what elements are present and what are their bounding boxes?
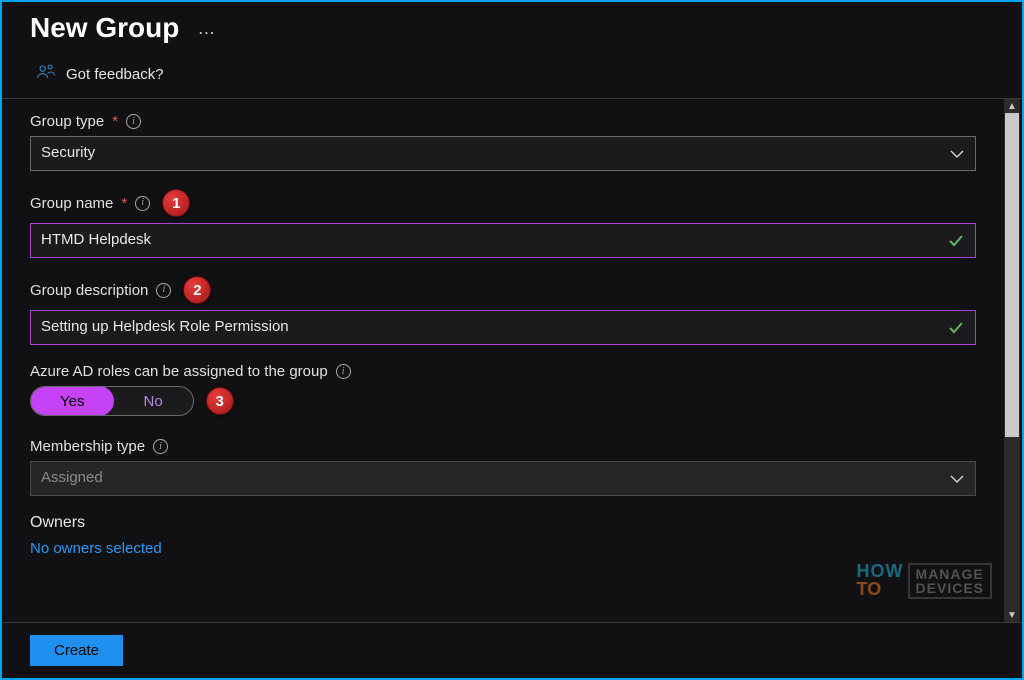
field-label: Group name * i 1	[30, 189, 976, 217]
annotation-badge-2: 2	[183, 276, 211, 304]
checkmark-icon	[947, 232, 965, 250]
feedback-link[interactable]: Got feedback?	[2, 50, 1022, 99]
feedback-label: Got feedback?	[66, 66, 164, 83]
checkmark-icon	[947, 319, 965, 337]
create-button[interactable]: Create	[30, 635, 123, 666]
field-label: Group description i 2	[30, 276, 976, 304]
annotation-badge-1: 1	[162, 189, 190, 217]
field-aad-roles: Azure AD roles can be assigned to the gr…	[30, 363, 976, 416]
annotation-badge-3: 3	[206, 387, 234, 415]
field-membership-type: Membership type i Assigned	[30, 438, 976, 496]
info-icon[interactable]: i	[336, 364, 351, 379]
info-icon[interactable]: i	[156, 283, 171, 298]
blade-header: New Group …	[2, 2, 1022, 50]
page-title: New Group	[30, 12, 179, 44]
form-scroll-area: Group type * i Security Group name * i	[2, 99, 1022, 622]
feedback-icon	[36, 62, 56, 86]
blade-footer: Create	[2, 622, 1022, 678]
toggle-option-no[interactable]: No	[113, 387, 192, 415]
input-value: HTMD Helpdesk	[41, 231, 151, 248]
group-type-dropdown[interactable]: Security	[30, 136, 976, 171]
field-label: Membership type i	[30, 438, 976, 455]
info-icon[interactable]: i	[135, 196, 150, 211]
new-group-blade: New Group … Got feedback? Group type * i…	[2, 2, 1022, 678]
field-label: Group type * i	[30, 113, 976, 130]
aad-roles-toggle[interactable]: Yes No	[30, 386, 194, 416]
scroll-up-arrow-icon[interactable]: ▲	[1004, 99, 1020, 113]
label-text: Azure AD roles can be assigned to the gr…	[30, 363, 328, 380]
required-asterisk: *	[121, 195, 127, 212]
chevron-down-icon	[949, 471, 965, 487]
scroll-thumb[interactable]	[1005, 113, 1019, 437]
info-icon[interactable]: i	[126, 114, 141, 129]
field-owners: Owners No owners selected	[30, 514, 976, 557]
label-text: Group name	[30, 195, 113, 212]
dropdown-value: Assigned	[41, 469, 103, 486]
owners-select-link[interactable]: No owners selected	[30, 540, 976, 557]
field-group-type: Group type * i Security	[30, 113, 976, 171]
required-asterisk: *	[112, 113, 118, 130]
info-icon[interactable]: i	[153, 439, 168, 454]
field-label: Azure AD roles can be assigned to the gr…	[30, 363, 976, 380]
owners-heading: Owners	[30, 514, 976, 532]
toggle-option-yes[interactable]: Yes	[30, 386, 114, 416]
membership-type-dropdown[interactable]: Assigned	[30, 461, 976, 496]
field-group-name: Group name * i 1 HTMD Helpdesk	[30, 189, 976, 258]
label-text: Group type	[30, 113, 104, 130]
dropdown-value: Security	[41, 144, 95, 161]
chevron-down-icon	[949, 146, 965, 162]
vertical-scrollbar[interactable]: ▲ ▼	[1004, 99, 1020, 622]
field-group-description: Group description i 2 Setting up Helpdes…	[30, 276, 976, 345]
label-text: Membership type	[30, 438, 145, 455]
scroll-down-arrow-icon[interactable]: ▼	[1004, 608, 1020, 622]
group-name-input[interactable]: HTMD Helpdesk	[30, 223, 976, 258]
label-text: Group description	[30, 282, 148, 299]
group-description-input[interactable]: Setting up Helpdesk Role Permission	[30, 310, 976, 345]
input-value: Setting up Helpdesk Role Permission	[41, 318, 289, 335]
more-actions-button[interactable]: …	[197, 18, 217, 39]
form: Group type * i Security Group name * i	[2, 99, 1004, 622]
